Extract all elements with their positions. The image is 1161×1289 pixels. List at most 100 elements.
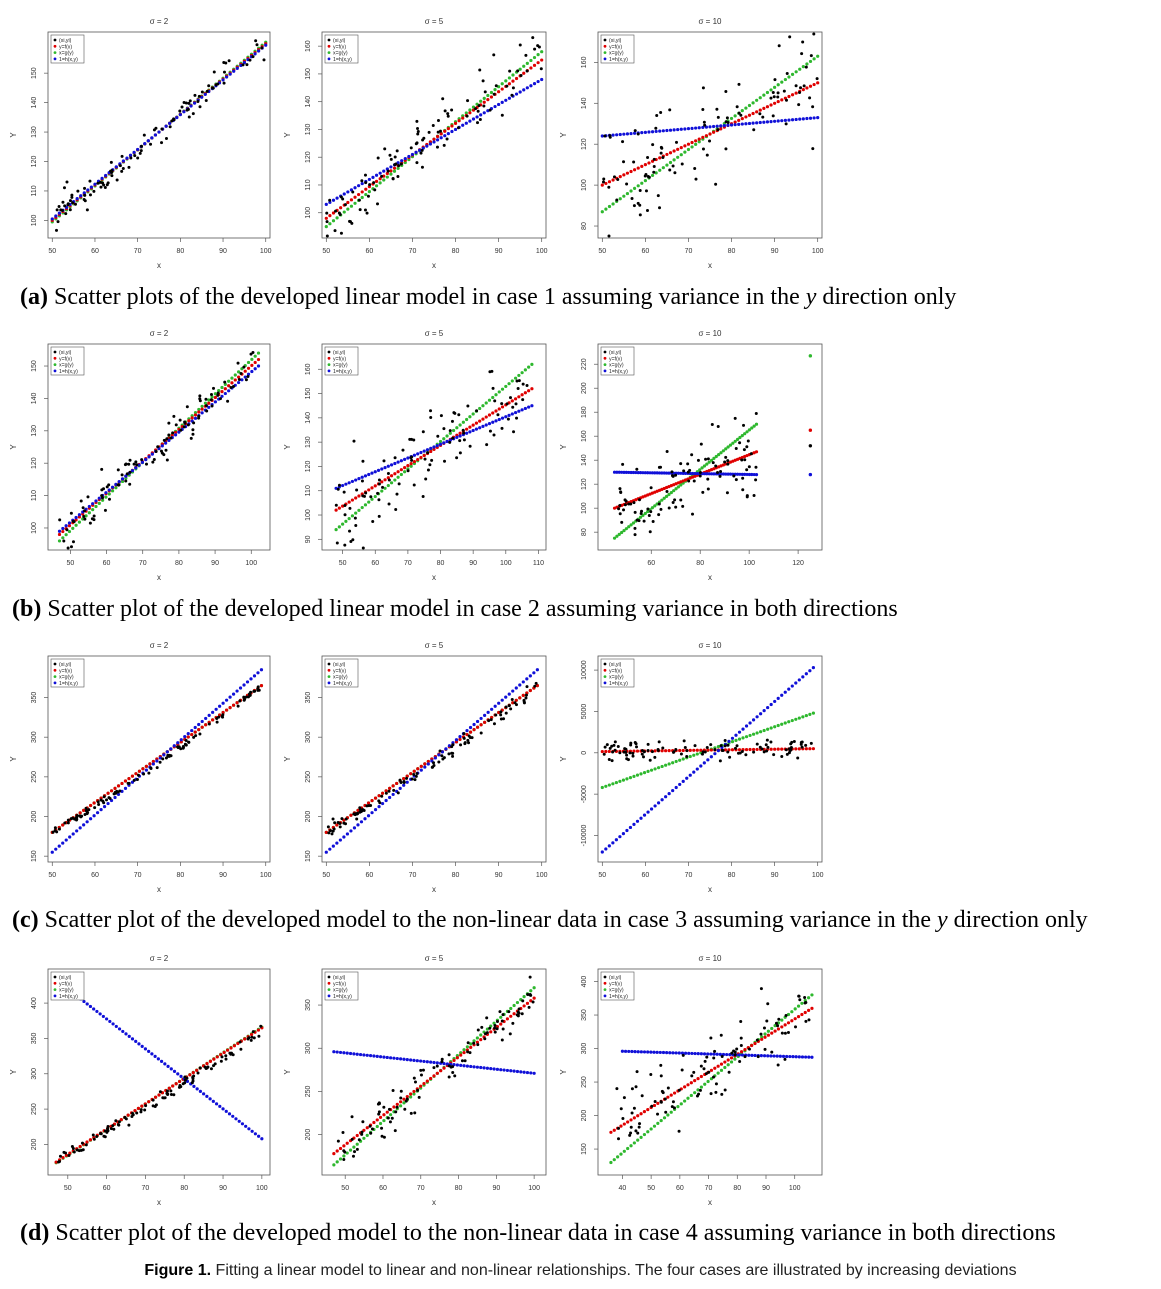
plot-r4c1-data-point — [249, 1038, 253, 1042]
plot-r1c2-data-point — [389, 157, 393, 161]
plot-r1c3-ytick-label: 100 — [581, 179, 588, 191]
plot-r4c1-data-point — [117, 1120, 121, 1124]
plot-r1c3-line-f-point — [697, 137, 701, 141]
plot-r3c1-data-point — [66, 818, 70, 822]
plot-r1c2-line-g-point — [493, 88, 497, 92]
plot-r1c3-line-f-point — [758, 108, 762, 112]
plot-r1c2-line-g-point — [353, 201, 357, 205]
plot-r1c3-data-point — [773, 78, 777, 82]
plot-r2c2-line-h-point — [500, 416, 505, 420]
plot-r1c3-data-point — [668, 168, 672, 172]
plot-r2c2-line-h-point — [445, 439, 449, 444]
plot-r3c2-line-h-point — [518, 683, 522, 687]
plot-r3c1-line-f-point — [120, 781, 124, 786]
plot-r2c3-line-g-point — [743, 432, 747, 436]
plot-r4c3-line-h-point — [794, 1055, 798, 1059]
plot-r3c3-data-point — [634, 745, 638, 749]
plot-r4c1-line-f-point — [133, 1109, 137, 1113]
plot-r4c1-line-h-point — [231, 1114, 235, 1118]
plot-r1c3-line-h-point — [751, 121, 755, 125]
plot-r2c1-data-point — [135, 463, 139, 467]
plot-r2c2-line-g-point — [494, 393, 498, 397]
plot-r2c2-line-h-point — [523, 406, 527, 411]
plot-r3c3-line-h-point — [695, 767, 699, 771]
plot-r3c3-line-f-point — [706, 748, 710, 752]
plot-r3c1-legend-marker — [53, 681, 57, 685]
plot-r3c2-line-f-point — [426, 759, 430, 764]
plot-r1c1-line-h-point — [150, 136, 154, 140]
plot-r4c2-line-g-point — [382, 1118, 386, 1123]
plot-r4c1-data-point — [251, 1030, 255, 1034]
plot-r3c1-data-point — [184, 738, 188, 742]
plot-r2c3-line-h-point — [738, 472, 742, 476]
plot-r2c2-line-f-point — [494, 409, 498, 413]
plot-r1c3-data-point — [651, 143, 655, 147]
plot-r4c2-line-f-point — [499, 1022, 503, 1026]
plot-r2c1-data-point — [69, 511, 73, 515]
plot-r2c3-data-point — [724, 455, 728, 459]
plot-r4c2-line-h-point — [429, 1060, 433, 1064]
plot-r1c3-line-h-point — [683, 127, 687, 131]
plot-r2c1-data-point — [237, 377, 241, 381]
plot-r4c1-data-point — [95, 1134, 99, 1138]
plot-r4c3-data-point — [677, 1088, 681, 1092]
plot-r1c1-data-point — [68, 199, 72, 203]
plot-r4c3-line-f-point — [776, 1027, 781, 1031]
plot-r1c2-line-g-point — [507, 76, 511, 80]
plot-r3c1-line-f-point — [235, 701, 239, 705]
plot-r1c2-line-h-point — [353, 186, 357, 190]
plot-r3c2-line-f-point — [380, 791, 385, 795]
plot-r3c2-line-f-point — [416, 767, 420, 771]
plot-r2c2-data-point — [461, 428, 465, 432]
plot-r4c3-data-point — [756, 1055, 760, 1059]
plot-r4c1-xtick-label: 50 — [64, 1185, 72, 1192]
plot-r3c3-line-h-point — [642, 813, 647, 817]
plot-r4c1-data-point — [169, 1093, 173, 1097]
plot-r4c1-line-h-point — [247, 1127, 251, 1131]
plot-r2c2-data-point — [361, 459, 365, 463]
plot-r4c2-line-h-point — [422, 1059, 426, 1064]
plot-r2c1-data-point — [204, 404, 208, 408]
plot-r2c2-data-point — [525, 383, 529, 387]
plot-r2c3-line-h-point — [648, 471, 652, 475]
plot-r2c2-data-point — [458, 439, 462, 443]
plot-r3c2-data-point — [329, 829, 333, 833]
plot-r2c3-line-g-point — [724, 447, 728, 451]
plot-r1c2-data-point — [419, 151, 423, 155]
plot-r3c1-line-h-point — [155, 759, 159, 763]
plot-r4c3-line-h-point — [642, 1050, 647, 1054]
plot-r3c3-data-point — [603, 745, 607, 749]
plot-r3c2-data-point — [415, 772, 419, 776]
plot-r4c1-data-point — [153, 1105, 157, 1109]
plot-r2c1-line-h-point — [200, 411, 204, 415]
plot-r3c1-data-point — [149, 767, 153, 771]
plot-r4c2-data-point — [466, 1050, 470, 1054]
plot-r2c3-line-h-point — [728, 472, 733, 476]
plot-r2c2-data-point — [515, 416, 519, 420]
plot-r4c3-line-h-point — [759, 1054, 764, 1058]
plot-r2c3-data-point — [696, 458, 700, 462]
plot-r2c2-data-point — [500, 426, 504, 430]
caption-c-variable: y — [937, 907, 948, 933]
plot-r4c3-line-g-point — [656, 1121, 660, 1125]
plot-r2c2-data-point — [355, 488, 359, 492]
plot-r3c3-line-h-point — [600, 850, 604, 854]
plot-r3c3-data-point — [726, 750, 730, 754]
plot-r1c3-line-h-point — [755, 121, 759, 125]
plot-r3c1-line-f-point — [221, 710, 225, 715]
plot-r3c1-data-point — [85, 812, 89, 816]
plot-r1c1-line-h-point — [57, 211, 61, 215]
plot-r4c3-data-point — [774, 1021, 778, 1025]
plot-r4c2-ytick-label: 250 — [305, 1085, 312, 1097]
plot-r3c2-data-point — [451, 754, 455, 758]
plot-r4c2-line-g-point — [352, 1145, 356, 1149]
plot-r4c2-data-point — [495, 1027, 499, 1031]
plot-r1c2-line-h-point — [453, 127, 458, 132]
plot-r3c3-xtick-label: 80 — [728, 872, 736, 879]
plot-r1c3-data-point — [601, 180, 605, 184]
plot-r1c1-legend-marker — [53, 44, 57, 48]
plot-r2c2-data-point — [377, 514, 381, 518]
plot-r1c2-data-point — [536, 44, 540, 48]
